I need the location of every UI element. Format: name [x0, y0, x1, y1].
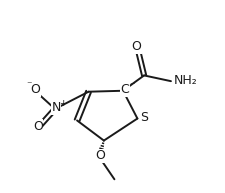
Text: N: N: [51, 102, 61, 114]
Text: O: O: [33, 120, 43, 133]
Text: C: C: [121, 83, 129, 96]
Text: S: S: [140, 111, 148, 124]
Text: NH₂: NH₂: [174, 74, 198, 87]
Text: +: +: [59, 99, 67, 108]
Text: ⁻: ⁻: [26, 80, 32, 90]
Text: O: O: [30, 83, 40, 96]
Text: ⁻: ⁻: [129, 81, 135, 91]
Text: O: O: [132, 40, 141, 53]
Text: O: O: [96, 149, 106, 162]
